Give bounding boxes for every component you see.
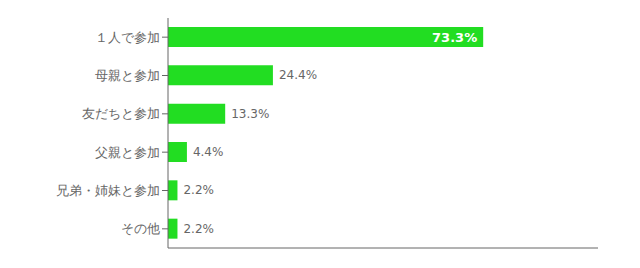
svg-text:2.2%: 2.2%: [183, 183, 214, 197]
svg-text:13.3%: 13.3%: [231, 107, 269, 121]
svg-text:１人で参加: １人で参加: [95, 30, 160, 45]
svg-text:兄弟・姉妹と参加: 兄弟・姉妹と参加: [56, 183, 160, 198]
svg-text:父親と参加: 父親と参加: [95, 145, 160, 160]
svg-text:友だちと参加: 友だちと参加: [82, 106, 160, 121]
svg-text:2.2%: 2.2%: [183, 222, 214, 236]
svg-text:4.4%: 4.4%: [193, 145, 224, 159]
svg-text:24.4%: 24.4%: [279, 68, 317, 82]
svg-text:母親と参加: 母親と参加: [95, 68, 160, 83]
svg-text:73.3%: 73.3%: [432, 30, 477, 45]
svg-text:その他: その他: [121, 221, 160, 236]
